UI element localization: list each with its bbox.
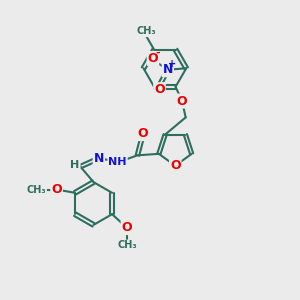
Text: CH₃: CH₃	[26, 185, 46, 195]
Text: O: O	[122, 221, 132, 234]
Text: +: +	[168, 59, 176, 69]
Text: O: O	[170, 159, 181, 172]
Text: N: N	[163, 63, 173, 76]
Text: O: O	[148, 52, 158, 65]
Text: O: O	[154, 83, 165, 96]
Text: O: O	[137, 127, 148, 140]
Text: CH₃: CH₃	[136, 26, 156, 36]
Text: CH₃: CH₃	[117, 240, 137, 250]
Text: NH: NH	[108, 157, 127, 167]
Text: O: O	[51, 183, 62, 196]
Text: N: N	[94, 152, 104, 165]
Text: H: H	[70, 160, 80, 170]
Text: O: O	[177, 94, 188, 108]
Text: -: -	[156, 47, 160, 58]
